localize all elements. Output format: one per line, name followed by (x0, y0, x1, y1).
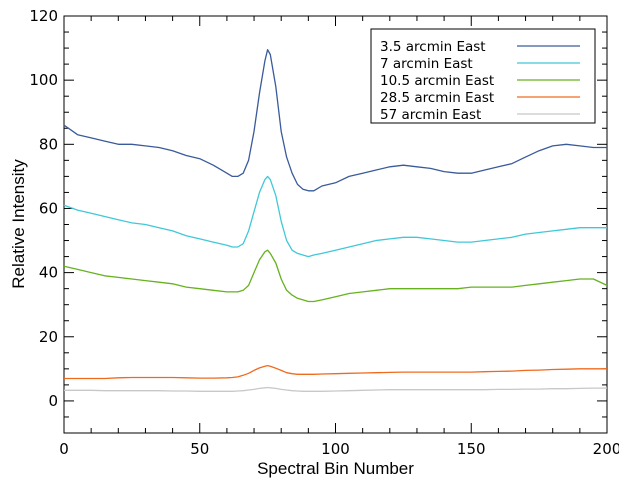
series-line-3 (64, 364, 607, 380)
legend-label: 10.5 arcmin East (380, 73, 494, 89)
series-line-2 (63, 249, 608, 303)
y-tick-label: 20 (39, 328, 58, 346)
y-tick-label: 80 (39, 135, 58, 153)
x-tick-label: 200 (593, 440, 619, 458)
series-line-1 (63, 175, 607, 258)
series-line-0 (63, 49, 607, 192)
x-axis-title: Spectral Bin Number (257, 459, 414, 478)
y-tick-label: 0 (48, 392, 58, 410)
legend-label: 28.5 arcmin East (380, 90, 494, 106)
legend-box (370, 28, 596, 124)
series-lines (63, 49, 608, 392)
x-tick-label: 50 (190, 440, 209, 458)
series-line-4 (64, 386, 607, 392)
y-tick-label: 40 (39, 264, 58, 282)
y-tick-label: 60 (39, 199, 58, 217)
tick-labels: 0 50 100 150 200 0 20 40 60 80 100 120 (29, 7, 619, 458)
legend-label: 7 arcmin East (380, 56, 473, 72)
x-tick-label: 150 (457, 440, 486, 458)
y-tick-label: 100 (29, 71, 58, 89)
y-axis-title: Relative Intensity (9, 159, 28, 289)
axis-ticks (63, 15, 608, 434)
y-tick-label: 120 (29, 7, 58, 25)
x-tick-label: 0 (59, 440, 69, 458)
legend-label: 3.5 arcmin East (380, 39, 486, 55)
x-tick-label: 100 (321, 440, 350, 458)
legend-label: 57 arcmin East (380, 107, 481, 123)
